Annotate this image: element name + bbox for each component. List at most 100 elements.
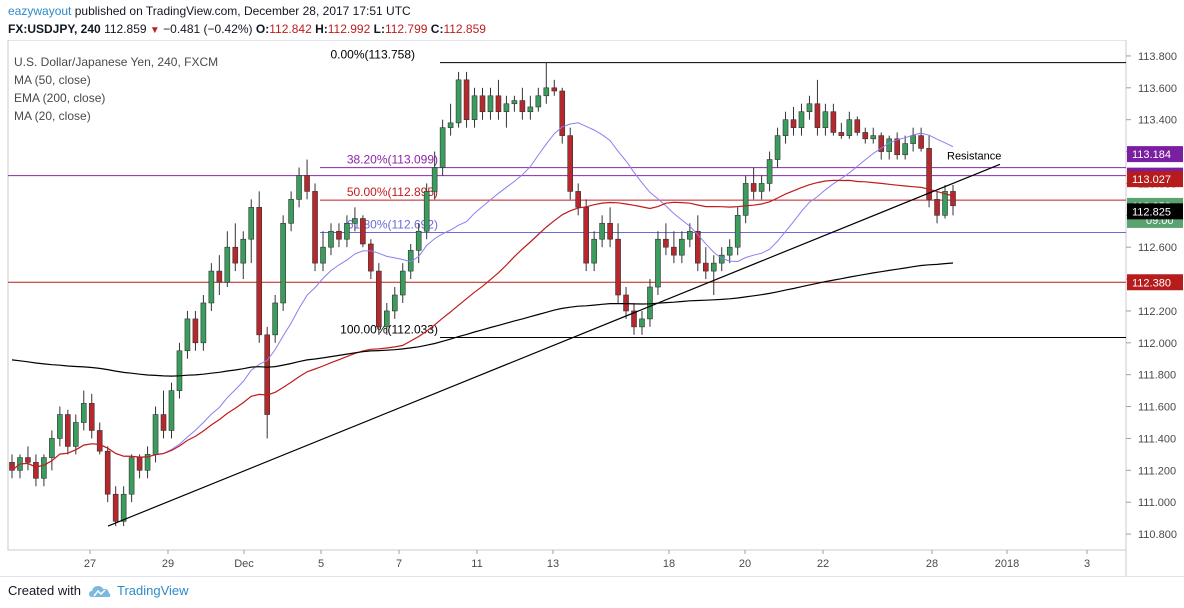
y-tick-label: 112.200 [1138, 306, 1177, 318]
candle-body [846, 119, 853, 136]
x-tick-label: 29 [162, 558, 174, 570]
candle-body [838, 132, 845, 136]
candle-body [942, 191, 948, 216]
candle-body [280, 222, 286, 304]
x-tick-label: 11 [471, 558, 482, 570]
chart-area[interactable]: 113.800113.600113.400113.200113.000112.8… [0, 39, 1184, 576]
candle-body [599, 222, 605, 240]
fib-level-label: 100.00%(112.033) [340, 323, 438, 337]
candle-body [910, 135, 916, 144]
ema200-line [11, 262, 954, 377]
candle-body [240, 238, 247, 264]
candle-body [495, 95, 502, 113]
candle-body [184, 318, 191, 352]
price-chart[interactable]: 113.800113.600113.400113.200113.000112.8… [0, 39, 1184, 576]
created-with-label: Created with [8, 583, 81, 598]
candle-body [216, 270, 223, 283]
candle-body [144, 454, 151, 471]
candle-body [336, 230, 342, 240]
candle-body [112, 493, 119, 522]
footer: Created with TradingView [0, 576, 1184, 608]
open-label: O: [255, 22, 270, 36]
candle-body [272, 302, 278, 336]
candle-body [360, 218, 366, 245]
candle-body [376, 270, 382, 328]
x-tick-label: 13 [547, 558, 559, 570]
candle-body [176, 350, 183, 391]
x-tick-label: 18 [663, 558, 675, 570]
candle-body [248, 207, 255, 240]
candle-body [487, 95, 494, 113]
price-change: −0.481 (−0.42%) [163, 22, 253, 36]
tradingview-link[interactable]: TradingView [117, 583, 189, 598]
candle-body [902, 143, 908, 156]
candle-body [312, 191, 318, 264]
candle-body [96, 430, 103, 452]
x-tick-label: 7 [396, 558, 402, 570]
x-tick-label: 28 [926, 558, 938, 570]
price-tag [1127, 203, 1183, 220]
legend-ma50[interactable]: MA (50, close) [14, 73, 91, 87]
candle-body [758, 183, 765, 192]
candle-body [80, 403, 87, 423]
candle-body [168, 390, 175, 431]
tradingview-cloud-icon[interactable] [88, 583, 112, 606]
candle-body [288, 199, 294, 224]
resistance-annotation: Resistance [947, 151, 1001, 163]
candle-body [57, 414, 63, 439]
candle-body [527, 106, 534, 113]
x-tick-label: 20 [739, 558, 751, 570]
candle-body [160, 414, 167, 431]
candle-body [950, 191, 956, 207]
candle-body [607, 222, 613, 240]
candle-body [702, 262, 709, 272]
candle-body [591, 238, 597, 264]
legend-symbol: U.S. Dollar/Japanese Yen, 240, FXCM [14, 55, 219, 69]
x-tick-label: 27 [84, 558, 96, 570]
legend-ema200[interactable]: EMA (200, close) [14, 91, 106, 105]
author-link[interactable]: eazywayout [8, 4, 72, 18]
price-tag [1127, 274, 1183, 291]
candle-body [822, 111, 829, 128]
candle-body [232, 246, 239, 264]
candle-body [615, 238, 621, 296]
open-value: 112.842 [269, 22, 312, 36]
y-tick-label: 111.600 [1138, 402, 1176, 414]
candle-body [65, 414, 71, 447]
legend-ma20[interactable]: MA (20, close) [14, 109, 91, 123]
x-tick-label: 2018 [995, 558, 1019, 570]
ohlc-line: FX:USDJPY, 240 112.859 ▼ −0.481 (−0.42%)… [8, 22, 486, 36]
fib-level-label: 50.00%(112.895) [347, 185, 438, 199]
candle-body [782, 119, 789, 136]
candle-body [455, 79, 462, 124]
low-label: L: [373, 22, 385, 36]
candle-body [750, 183, 757, 192]
down-arrow-icon: ▼ [149, 25, 160, 36]
candle-body [447, 122, 454, 128]
candle-body [535, 95, 542, 108]
candle-body [854, 119, 861, 133]
candle-body [710, 262, 717, 272]
x-tick-label: 22 [817, 558, 829, 570]
candle-body [631, 310, 637, 328]
candle-body [870, 135, 877, 140]
candle-body [72, 422, 79, 447]
candle-body [583, 207, 589, 264]
candle-body [806, 103, 813, 113]
candle-body [647, 286, 653, 320]
y-tick-label: 111.800 [1138, 370, 1176, 382]
publish-line: eazywayout published on TradingView.com,… [8, 4, 411, 18]
candle-body [830, 111, 837, 133]
candle-body [463, 79, 470, 120]
candle-body [120, 493, 127, 522]
candle-body [415, 230, 422, 251]
x-tick-label: Dec [234, 558, 254, 570]
candle-body [368, 243, 374, 272]
candle-body [798, 111, 805, 128]
candle-body [886, 138, 893, 152]
y-tick-label: 111.400 [1138, 433, 1176, 445]
price-tag-label: 112.825 [1132, 206, 1171, 218]
candle-body [224, 246, 231, 283]
candle-body [136, 457, 143, 471]
candle-body [208, 270, 215, 304]
